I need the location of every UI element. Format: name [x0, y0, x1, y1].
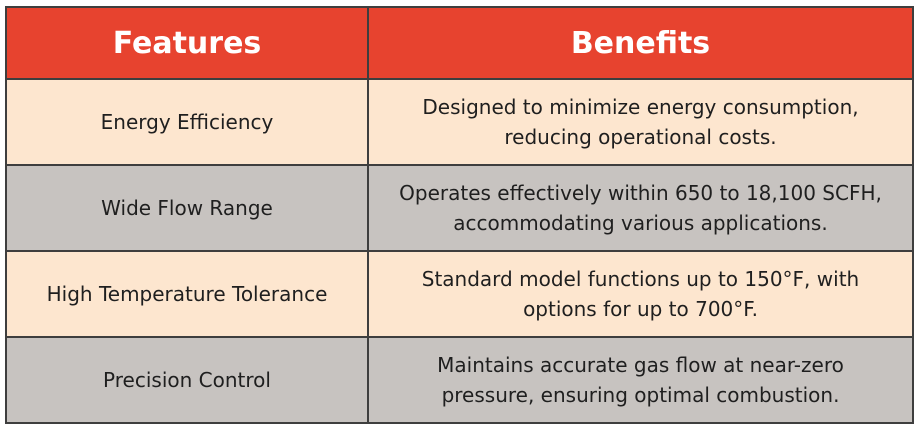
table-row: Energy Efficiency Designed to minimize e…	[5, 78, 914, 166]
benefit-line: Standard model functions up to 150°F, wi…	[421, 267, 860, 291]
benefit-cell: Designed to minimize energy consumption,…	[367, 78, 914, 166]
table-header-row: Features Benefits	[5, 6, 914, 80]
benefit-cell: Operates effectively within 650 to 18,10…	[367, 164, 914, 252]
feature-cell: Energy Efficiency	[5, 78, 369, 166]
benefit-line: options for up to 700°F.	[523, 297, 758, 321]
benefit-line: Designed to minimize energy consumption,	[422, 95, 859, 119]
benefit-cell: Standard model functions up to 150°F, wi…	[367, 250, 914, 338]
table-row: Wide Flow Range Operates effectively wit…	[5, 164, 914, 252]
feature-cell: Precision Control	[5, 336, 369, 424]
benefit-line: pressure, ensuring optimal combustion.	[441, 383, 840, 407]
benefit-line: reducing operational costs.	[504, 125, 777, 149]
benefit-line: Operates effectively within 650 to 18,10…	[399, 181, 882, 205]
benefit-cell: Maintains accurate gas flow at near-zero…	[367, 336, 914, 424]
benefit-line: Maintains accurate gas flow at near-zero	[437, 353, 844, 377]
features-benefits-table: Features Benefits Energy Efficiency Desi…	[5, 6, 914, 424]
feature-cell: High Temperature Tolerance	[5, 250, 369, 338]
table-row: High Temperature Tolerance Standard mode…	[5, 250, 914, 338]
header-benefits: Benefits	[367, 6, 914, 80]
feature-cell: Wide Flow Range	[5, 164, 369, 252]
benefit-line: accommodating various applications.	[453, 211, 828, 235]
features-benefits-table-container: Features Benefits Energy Efficiency Desi…	[5, 6, 914, 424]
header-features: Features	[5, 6, 369, 80]
table-row: Precision Control Maintains accurate gas…	[5, 336, 914, 424]
